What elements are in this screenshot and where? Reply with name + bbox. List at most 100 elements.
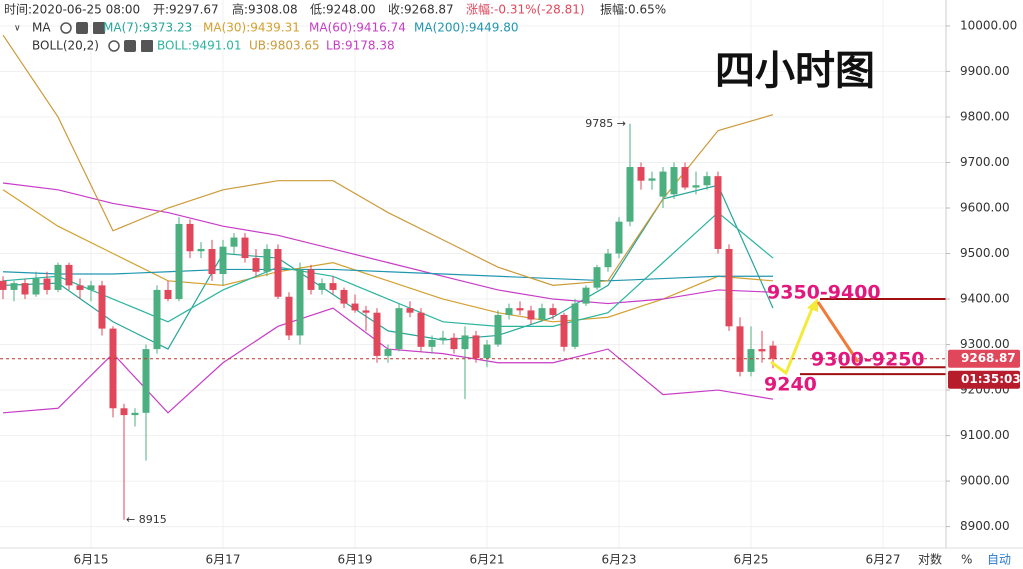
candle-body (736, 326, 744, 372)
yellow-arrowhead (807, 298, 818, 312)
candle-body (417, 312, 425, 347)
y-tick-label: 9600.00 (960, 201, 1010, 215)
last-price: 9268.87 (961, 351, 1016, 365)
candle-body (142, 349, 150, 413)
candle-body (571, 303, 579, 347)
grid (0, 0, 946, 548)
y-tick-label: 9400.00 (960, 292, 1010, 306)
candle-body (329, 283, 337, 290)
candle-body (472, 335, 480, 359)
candle-body (164, 289, 172, 300)
header-item: 振幅:0.65% (600, 2, 666, 17)
candle-body (659, 171, 667, 197)
candle-body (670, 167, 678, 195)
annotation: 9350-9400 (767, 282, 881, 304)
y-tick-label: 9300.00 (960, 337, 1010, 351)
collapse-icon: ∨ (14, 24, 21, 34)
x-tick-label: 6月19 (338, 553, 373, 567)
candle-body (505, 308, 513, 315)
candle-body (241, 237, 249, 259)
legend-entry: UB:9803.65 (249, 39, 320, 53)
x-tick-label: 6月27 (866, 553, 901, 567)
y-tick-label: 9100.00 (960, 428, 1010, 442)
settings-icon (124, 40, 136, 52)
candle-body (461, 335, 469, 350)
low-note: ← 8915 (126, 513, 167, 526)
overlays (2, 34, 774, 414)
x-tick-label: 6月25 (734, 553, 769, 567)
orange-arrow (816, 301, 860, 363)
legend: ∨ MA MA(7):9373.23 MA(30):9439.31 MA(60):941… (14, 21, 519, 53)
drawings (0, 298, 946, 376)
close-icon (141, 40, 153, 52)
candle-body (681, 167, 689, 188)
annotation: 9300-9250 (811, 349, 925, 371)
y-tick-label: 10000.00 (960, 18, 1017, 32)
candle-body (318, 283, 326, 290)
candle-body (637, 167, 645, 181)
indicator-line (2, 184, 774, 350)
candle-body (384, 349, 392, 356)
candle-body (230, 237, 238, 247)
settings-icon (76, 22, 88, 34)
axis-button[interactable]: % (961, 553, 972, 567)
candle-body (769, 345, 777, 359)
candle-body (362, 310, 370, 313)
high-note: 9785 → (585, 117, 626, 130)
candle-body (351, 303, 359, 311)
header-item: 开:9297.67 (153, 3, 219, 17)
candle-body (54, 264, 62, 290)
candle-body (43, 278, 51, 290)
y-tick-label: 8900.00 (960, 519, 1010, 533)
candle-body (527, 310, 535, 320)
candle-body (626, 167, 634, 222)
candle-body (560, 314, 568, 347)
chart-title: 四小时图 (715, 48, 875, 94)
candle-body (285, 296, 293, 336)
candle-body (549, 308, 557, 315)
candle-body (483, 344, 491, 359)
header-item: 时间:2020-06-25 08:00 (4, 3, 140, 17)
y-tick-label: 9900.00 (960, 64, 1010, 78)
indicator-name: BOLL(20,2) (32, 39, 99, 53)
candle-body (516, 308, 524, 311)
candle-body (153, 289, 161, 350)
header-item: 低:9248.00 (310, 3, 376, 17)
header: 时间:2020-06-25 08:00 开:9297.67 高:9308.08 低:9… (4, 2, 666, 17)
candle-body (131, 412, 139, 416)
candle-body (714, 176, 722, 249)
candle-body (648, 178, 656, 181)
candle-body (32, 278, 40, 295)
header-item: 涨幅:-0.31%(-28.81) (466, 2, 585, 17)
last-price-box (948, 349, 1020, 368)
legend-entry: MA(60):9416.74 (309, 21, 406, 35)
eye-icon (60, 22, 72, 34)
candle-body (87, 285, 95, 290)
candle-body (758, 349, 766, 352)
candle-body (307, 269, 315, 290)
candle-body (120, 408, 128, 416)
legend-entry: MA(30):9439.31 (203, 21, 300, 35)
countdown: 01:35:03 (961, 372, 1021, 386)
candle-body (186, 223, 194, 252)
candle-body (0, 280, 7, 290)
axis-button[interactable]: 对数 (918, 552, 942, 567)
candle-body (263, 248, 271, 272)
axis-button[interactable]: 自动 (987, 553, 1011, 567)
header-item: 高:9308.08 (232, 2, 298, 17)
y-tick-label: 9500.00 (960, 246, 1010, 260)
candle-body (175, 223, 183, 300)
price-axis: 8900.009000.009100.009200.009300.009400.… (945, 0, 1023, 569)
y-tick-label: 9700.00 (960, 155, 1010, 169)
candle-body (692, 185, 700, 188)
candle-body (439, 337, 447, 340)
countdown-box (948, 370, 1020, 389)
legend-entry: MA(200):9449.80 (414, 21, 519, 35)
candle-body (725, 248, 733, 327)
x-tick-label: 6月17 (206, 553, 241, 567)
candle-body (395, 308, 403, 350)
x-tick-label: 6月15 (74, 553, 109, 567)
